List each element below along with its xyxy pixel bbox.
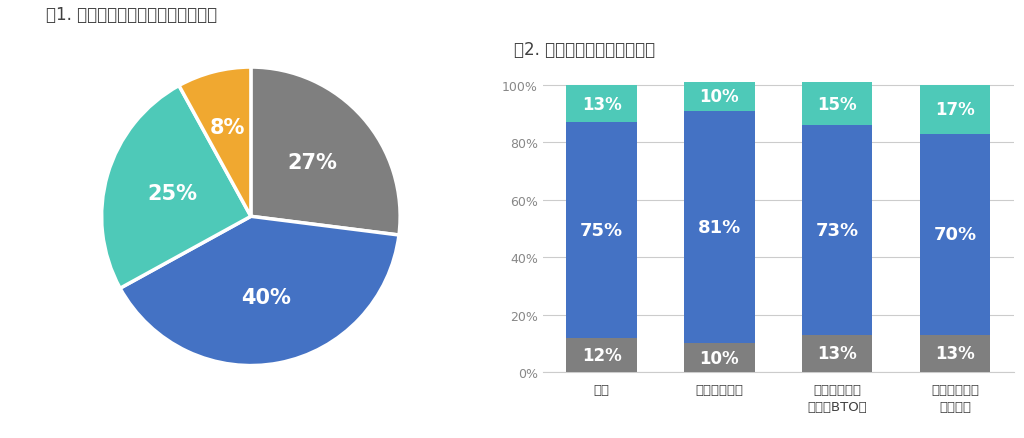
Bar [566, 338, 637, 372]
Bar [684, 83, 755, 112]
Bar [920, 134, 990, 335]
Text: 10%: 10% [699, 88, 739, 106]
Bar [920, 86, 990, 134]
Bar [920, 335, 990, 372]
Text: 10%: 10% [699, 349, 739, 367]
Text: 13%: 13% [582, 95, 622, 113]
Bar [802, 335, 872, 372]
Text: 25%: 25% [147, 184, 197, 204]
Text: 13%: 13% [935, 345, 975, 363]
Text: 15%: 15% [817, 95, 857, 113]
Text: 75%: 75% [580, 222, 624, 240]
Wedge shape [120, 217, 399, 366]
Wedge shape [101, 86, 251, 289]
Text: 73%: 73% [815, 222, 859, 240]
Bar [684, 112, 755, 344]
Text: 40%: 40% [242, 287, 291, 307]
Text: 17%: 17% [935, 101, 975, 119]
Bar [684, 344, 755, 372]
Bar [802, 126, 872, 335]
Bar [566, 86, 637, 123]
Text: 8%: 8% [210, 117, 246, 138]
Wedge shape [251, 68, 400, 236]
Text: 12%: 12% [582, 346, 622, 364]
Text: 27%: 27% [288, 153, 337, 173]
Text: 13%: 13% [817, 345, 857, 363]
Text: 図1. ゲーミングパソコンの入手方法: 図1. ゲーミングパソコンの入手方法 [46, 6, 217, 24]
Text: 図2. 購入価格と予算との比較: 図2. 購入価格と予算との比較 [514, 41, 655, 59]
Bar [802, 83, 872, 126]
Text: 70%: 70% [933, 226, 977, 244]
Wedge shape [179, 68, 251, 217]
Bar [566, 123, 637, 338]
Text: 81%: 81% [697, 219, 741, 237]
